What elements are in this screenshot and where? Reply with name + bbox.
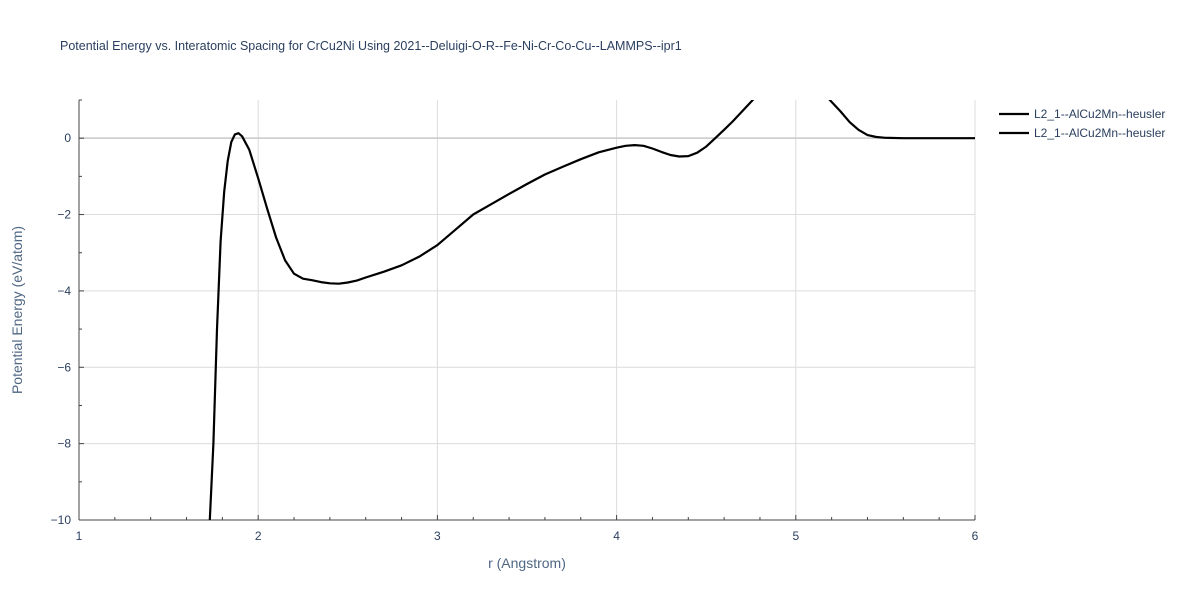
- y-tick-label: −4: [57, 284, 71, 298]
- x-tick-label: 1: [76, 529, 83, 543]
- y-axis-title: Potential Energy (eV/atom): [9, 226, 25, 394]
- plot-area: [208, 100, 975, 520]
- x-tick-label: 2: [255, 529, 262, 543]
- y-tick-label: −10: [51, 513, 72, 527]
- y-tick-label: −6: [57, 360, 71, 374]
- legend-item[interactable]: L2_1--AlCu2Mn--heusler: [999, 107, 1165, 121]
- chart-title: Potential Energy vs. Interatomic Spacing…: [60, 39, 682, 53]
- grid: [79, 100, 976, 520]
- legend-label: L2_1--AlCu2Mn--heusler: [1034, 126, 1165, 140]
- x-tick-label: 4: [613, 529, 620, 543]
- y-tick-label: −2: [57, 208, 71, 222]
- x-tick-label: 5: [792, 529, 799, 543]
- y-tick-label: 0: [64, 131, 71, 145]
- series-line-1: [208, 100, 755, 520]
- x-axis-title: r (Angstrom): [488, 555, 566, 571]
- x-tick-label: 3: [434, 529, 441, 543]
- legend-item[interactable]: L2_1--AlCu2Mn--heusler: [999, 126, 1165, 140]
- legend[interactable]: L2_1--AlCu2Mn--heusler L2_1--AlCu2Mn--heu…: [999, 107, 1165, 140]
- legend-label: L2_1--AlCu2Mn--heusler: [1034, 107, 1165, 121]
- axes: 0 −2 −4 −6 −8 −10 1 2 3 4 5 6: [51, 99, 979, 543]
- series-line-2: [828, 100, 975, 140]
- x-tick-label: 6: [972, 529, 979, 543]
- y-tick-label: −8: [57, 437, 71, 451]
